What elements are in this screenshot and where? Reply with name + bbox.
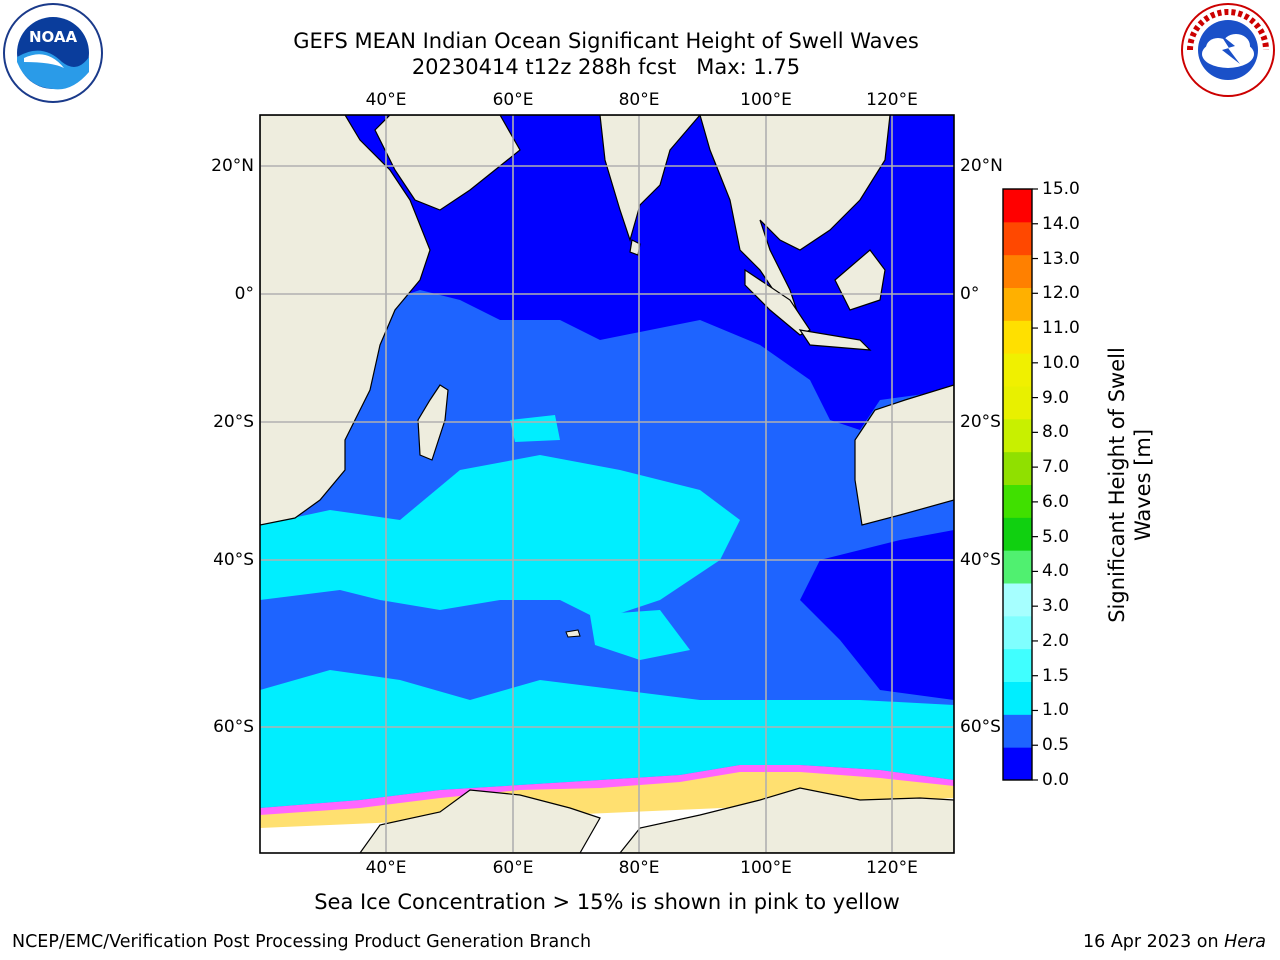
colorbar-label: 15.0 — [1042, 179, 1080, 199]
colorbar-label: 7.0 — [1042, 457, 1070, 478]
colorbar-segment — [1003, 189, 1032, 223]
india-land — [515, 115, 701, 243]
footer-machine: Hera — [1224, 932, 1266, 952]
lat-tick-right-40s: 40°S — [960, 550, 1001, 570]
colorbar-segment — [1003, 517, 1032, 551]
colorbar-label: 8.0 — [1042, 422, 1070, 443]
colorbar-segment — [1003, 747, 1032, 781]
lon-tick-bottom-80e: 80°E — [618, 858, 660, 878]
colorbar-label: 0.0 — [1042, 770, 1070, 790]
noaa-logo: NOAA — [2, 2, 104, 104]
colorbar-segment — [1003, 648, 1032, 682]
lon-tick-bottom-100e: 100°E — [740, 858, 792, 878]
colorbar-label: 10.0 — [1042, 352, 1080, 373]
colorbar-label: 3.0 — [1042, 596, 1070, 617]
colorbar-segment — [1003, 418, 1032, 453]
colorbar-segment — [1003, 386, 1032, 420]
small-swell-patch-2 — [590, 610, 690, 660]
colorbar-label: 13.0 — [1042, 248, 1080, 269]
colorbar-label: 1.0 — [1042, 700, 1070, 721]
colorbar-segment — [1003, 320, 1032, 354]
colorbar-segment — [1003, 484, 1032, 518]
lon-tick-top-120e: 120°E — [866, 90, 918, 110]
colorbar-label: 0.5 — [1042, 735, 1070, 756]
footer-date: 16 Apr 2023 on Hera — [1083, 932, 1266, 952]
lat-tick-left-20s: 20°S — [213, 412, 254, 432]
lat-tick-left-20n: 20°N — [211, 156, 254, 176]
lat-tick-right-0: 0° — [960, 284, 980, 304]
lat-tick-left-0: 0° — [234, 284, 254, 304]
sea-ice-note: Sea Ice Concentration > 15% is shown in … — [314, 890, 900, 914]
colorbar-segment — [1003, 353, 1032, 387]
colorbar-label: 5.0 — [1042, 526, 1070, 547]
noaa-logo-text: NOAA — [29, 28, 78, 46]
lon-tick-top-80e: 80°E — [618, 90, 660, 110]
colorbar-segment — [1003, 615, 1032, 650]
map-frame — [259, 114, 955, 854]
lat-tick-left-60s: 60°S — [213, 717, 254, 737]
colorbar-frame — [1002, 188, 1033, 781]
borneo-land — [834, 249, 886, 311]
lat-tick-right-20s: 20°S — [960, 412, 1001, 432]
southern-swell-band — [260, 670, 954, 808]
colorbar-segment — [1003, 681, 1032, 715]
lon-tick-top-100e: 100°E — [740, 90, 792, 110]
colorbar-title-line2: Waves [m] — [1131, 428, 1155, 542]
colorbar-segment — [1003, 714, 1032, 748]
colorbar-segment — [1003, 221, 1032, 256]
lat-tick-right-20n: 20°N — [960, 156, 1003, 176]
colorbar-segment — [1003, 254, 1032, 288]
sumatra-land — [744, 268, 811, 336]
map-gridlines — [260, 115, 954, 853]
colorbar-label: 14.0 — [1042, 213, 1080, 234]
colorbar-label: 6.0 — [1042, 491, 1070, 512]
lon-tick-top-40e: 40°E — [365, 90, 407, 110]
colorbar-title: Significant Height of Swell Waves [m] — [1104, 347, 1156, 623]
lat-tick-left-40s: 40°S — [213, 550, 254, 570]
colorbar-label: 9.0 — [1042, 387, 1070, 408]
lon-tick-bottom-40e: 40°E — [365, 858, 407, 878]
colorbar-segment — [1003, 583, 1032, 617]
sri-lanka-land — [629, 239, 641, 256]
colorbar-segment — [1003, 287, 1032, 321]
colorbar-label: 12.0 — [1042, 283, 1080, 304]
lon-tick-top-60e: 60°E — [492, 90, 534, 110]
southeast-low-swell — [800, 530, 954, 700]
java-land — [798, 329, 872, 351]
colorbar-label: 11.0 — [1042, 318, 1080, 339]
australia-land — [854, 384, 954, 526]
kerguelen-land — [565, 629, 581, 638]
arabia-land — [374, 115, 521, 211]
colorbar-label: 4.0 — [1042, 561, 1070, 582]
lon-tick-bottom-60e: 60°E — [492, 858, 534, 878]
colorbar-segment — [1003, 451, 1032, 485]
antarctica-coast — [359, 789, 601, 853]
lon-tick-bottom-120e: 120°E — [866, 858, 918, 878]
map-subtitle: 20230414 t12z 288h fcst Max: 1.75 — [411, 55, 801, 79]
lat-tick-right-60s: 60°S — [960, 717, 1001, 737]
colorbar-label: 1.5 — [1042, 665, 1070, 686]
mid-latitude-swell-band — [260, 455, 740, 620]
footer-date-text: 16 Apr 2023 on — [1083, 932, 1225, 952]
colorbar-segment — [1003, 550, 1032, 584]
colorbar-title-line1: Significant Height of Swell — [1105, 347, 1129, 623]
nws-logo — [1180, 2, 1276, 98]
colorbar — [1003, 188, 1038, 781]
colorbar-label: 2.0 — [1042, 630, 1070, 651]
antarctica-coast-east — [619, 787, 954, 853]
map-title: GEFS MEAN Indian Ocean Significant Heigh… — [293, 29, 919, 53]
footer-credit: NCEP/EMC/Verification Post Processing Pr… — [12, 932, 592, 952]
